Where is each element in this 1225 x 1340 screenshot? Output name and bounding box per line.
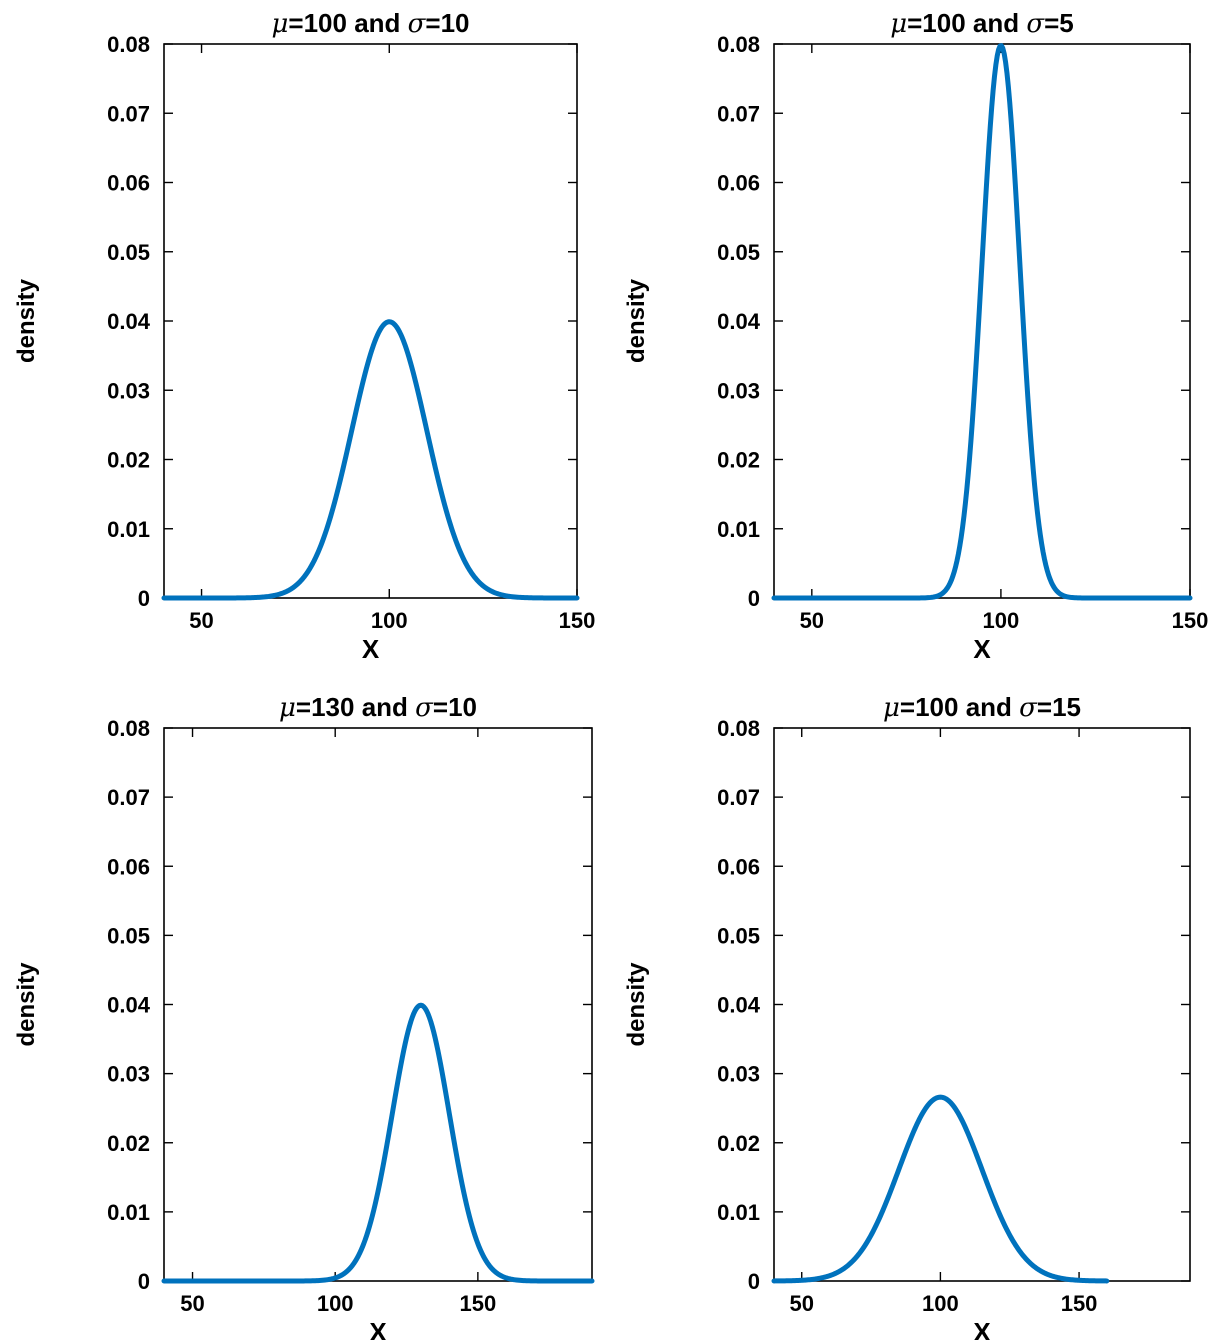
subplot-title: μ=100 and σ=10 bbox=[272, 8, 470, 39]
subplot-2: 0 0.01 0.02 0.03 0.04 0.05 0.06 0.07 0.08 50 100 15… bbox=[623, 8, 1208, 664]
y-tick-label: 0.04 bbox=[107, 309, 151, 334]
y-tick-label: 0.06 bbox=[717, 171, 760, 196]
y-tick-label: 0.04 bbox=[107, 993, 151, 1018]
y-tick-label: 0.03 bbox=[107, 1062, 150, 1087]
subplot-4: 0 0.01 0.02 0.03 0.04 0.05 0.06 0.07 0.08 50 100 15… bbox=[623, 692, 1191, 1340]
density-curve bbox=[771, 43, 1193, 601]
x-tick-label: 100 bbox=[983, 608, 1020, 633]
y-tick-label: 0.03 bbox=[717, 378, 760, 403]
x-tick-label: 100 bbox=[371, 608, 408, 633]
y-tick-label: 0.05 bbox=[107, 240, 150, 265]
y-tick-label: 0.08 bbox=[107, 716, 150, 741]
y-tick-label: 0.02 bbox=[107, 1131, 150, 1156]
y-tick-label: 0.02 bbox=[717, 1131, 760, 1156]
y-tick-label: 0.08 bbox=[107, 32, 150, 57]
y-tick-label: 0.03 bbox=[717, 1062, 760, 1087]
title-sigma-symbol: σ bbox=[1026, 9, 1045, 39]
x-axis-label: X bbox=[973, 634, 991, 664]
x-tick-label: 150 bbox=[460, 1291, 497, 1316]
title-mu-symbol: μ bbox=[272, 9, 289, 39]
y-tick-label: 0.06 bbox=[717, 854, 760, 879]
title-mu-value: =100 and bbox=[900, 692, 1019, 722]
density-curve bbox=[161, 319, 580, 601]
subplot-1: 0 0.01 0.02 0.03 0.04 0.05 0.06 0.07 0.08 50 100 15… bbox=[13, 8, 595, 664]
x-axis-label: X bbox=[369, 1317, 387, 1340]
title-sigma-symbol: σ bbox=[408, 9, 427, 39]
x-tick-label: 150 bbox=[1061, 1291, 1098, 1316]
y-axis-label: density bbox=[623, 278, 650, 363]
title-mu-symbol: μ bbox=[279, 693, 296, 723]
y-tick-label: 0.04 bbox=[717, 309, 761, 334]
y-tick-label: 0.05 bbox=[717, 240, 760, 265]
title-sigma-value: =10 bbox=[433, 692, 477, 722]
y-axis-label: density bbox=[623, 962, 650, 1047]
x-tick-label: 150 bbox=[559, 608, 596, 633]
y-tick-label: 0.07 bbox=[107, 101, 150, 126]
y-tick-label: 0.08 bbox=[717, 716, 760, 741]
plot-frame bbox=[773, 43, 1191, 599]
y-tick-label: 0.01 bbox=[717, 1200, 760, 1225]
x-tick-label: 50 bbox=[189, 608, 213, 633]
density-curve bbox=[161, 1002, 595, 1284]
title-sigma-value: =5 bbox=[1044, 8, 1074, 38]
y-tick-label: 0 bbox=[748, 586, 760, 611]
y-tick-label: 0.07 bbox=[717, 101, 760, 126]
y-axis-label: density bbox=[13, 278, 40, 363]
subplot-title: μ=100 and σ=5 bbox=[890, 8, 1074, 39]
y-tick-label: 0.08 bbox=[717, 32, 760, 57]
y-tick-label: 0 bbox=[138, 586, 150, 611]
title-mu-symbol: μ bbox=[890, 9, 907, 39]
title-sigma-symbol: σ bbox=[415, 693, 434, 723]
y-tick-label: 0.01 bbox=[107, 1200, 150, 1225]
subplot-title: μ=100 and σ=15 bbox=[883, 692, 1081, 723]
title-mu-symbol: μ bbox=[883, 693, 900, 723]
x-tick-label: 100 bbox=[922, 1291, 959, 1316]
density-curve bbox=[771, 1094, 1110, 1284]
y-tick-label: 0.02 bbox=[717, 448, 760, 473]
y-tick-label: 0.06 bbox=[107, 854, 150, 879]
x-axis-label: X bbox=[973, 1317, 991, 1340]
y-tick-label: 0 bbox=[748, 1269, 760, 1294]
subplot-title: μ=130 and σ=10 bbox=[279, 692, 477, 723]
x-tick-label: 50 bbox=[180, 1291, 204, 1316]
plot-frame bbox=[773, 727, 1191, 1282]
y-axis-label: density bbox=[13, 962, 40, 1047]
title-mu-value: =100 and bbox=[907, 8, 1026, 38]
title-sigma-symbol: σ bbox=[1019, 693, 1038, 723]
y-tick-label: 0.05 bbox=[717, 923, 760, 948]
y-tick-label: 0 bbox=[138, 1269, 150, 1294]
subplot-3: 0 0.01 0.02 0.03 0.04 0.05 0.06 0.07 0.08 50 100 15… bbox=[13, 692, 595, 1340]
y-tick-label: 0.01 bbox=[107, 517, 150, 542]
plot-frame bbox=[163, 43, 578, 599]
y-tick-label: 0.03 bbox=[107, 378, 150, 403]
title-sigma-value: =10 bbox=[425, 8, 469, 38]
y-tick-label: 0.02 bbox=[107, 448, 150, 473]
x-tick-label: 50 bbox=[789, 1291, 813, 1316]
title-sigma-value: =15 bbox=[1037, 692, 1081, 722]
x-tick-label: 150 bbox=[1172, 608, 1209, 633]
y-tick-label: 0.01 bbox=[717, 517, 760, 542]
x-tick-label: 100 bbox=[317, 1291, 354, 1316]
y-tick-label: 0.04 bbox=[717, 993, 761, 1018]
x-axis-label: X bbox=[362, 634, 380, 664]
y-tick-label: 0.07 bbox=[717, 785, 760, 810]
y-tick-label: 0.06 bbox=[107, 171, 150, 196]
title-mu-value: =130 and bbox=[296, 692, 415, 722]
y-tick-label: 0.05 bbox=[107, 923, 150, 948]
y-tick-label: 0.07 bbox=[107, 785, 150, 810]
title-mu-value: =100 and bbox=[288, 8, 407, 38]
x-tick-label: 50 bbox=[800, 608, 824, 633]
